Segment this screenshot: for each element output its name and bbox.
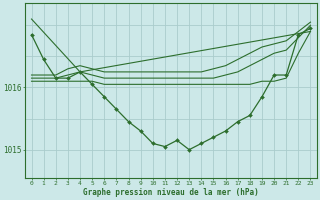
X-axis label: Graphe pression niveau de la mer (hPa): Graphe pression niveau de la mer (hPa) xyxy=(83,188,259,197)
